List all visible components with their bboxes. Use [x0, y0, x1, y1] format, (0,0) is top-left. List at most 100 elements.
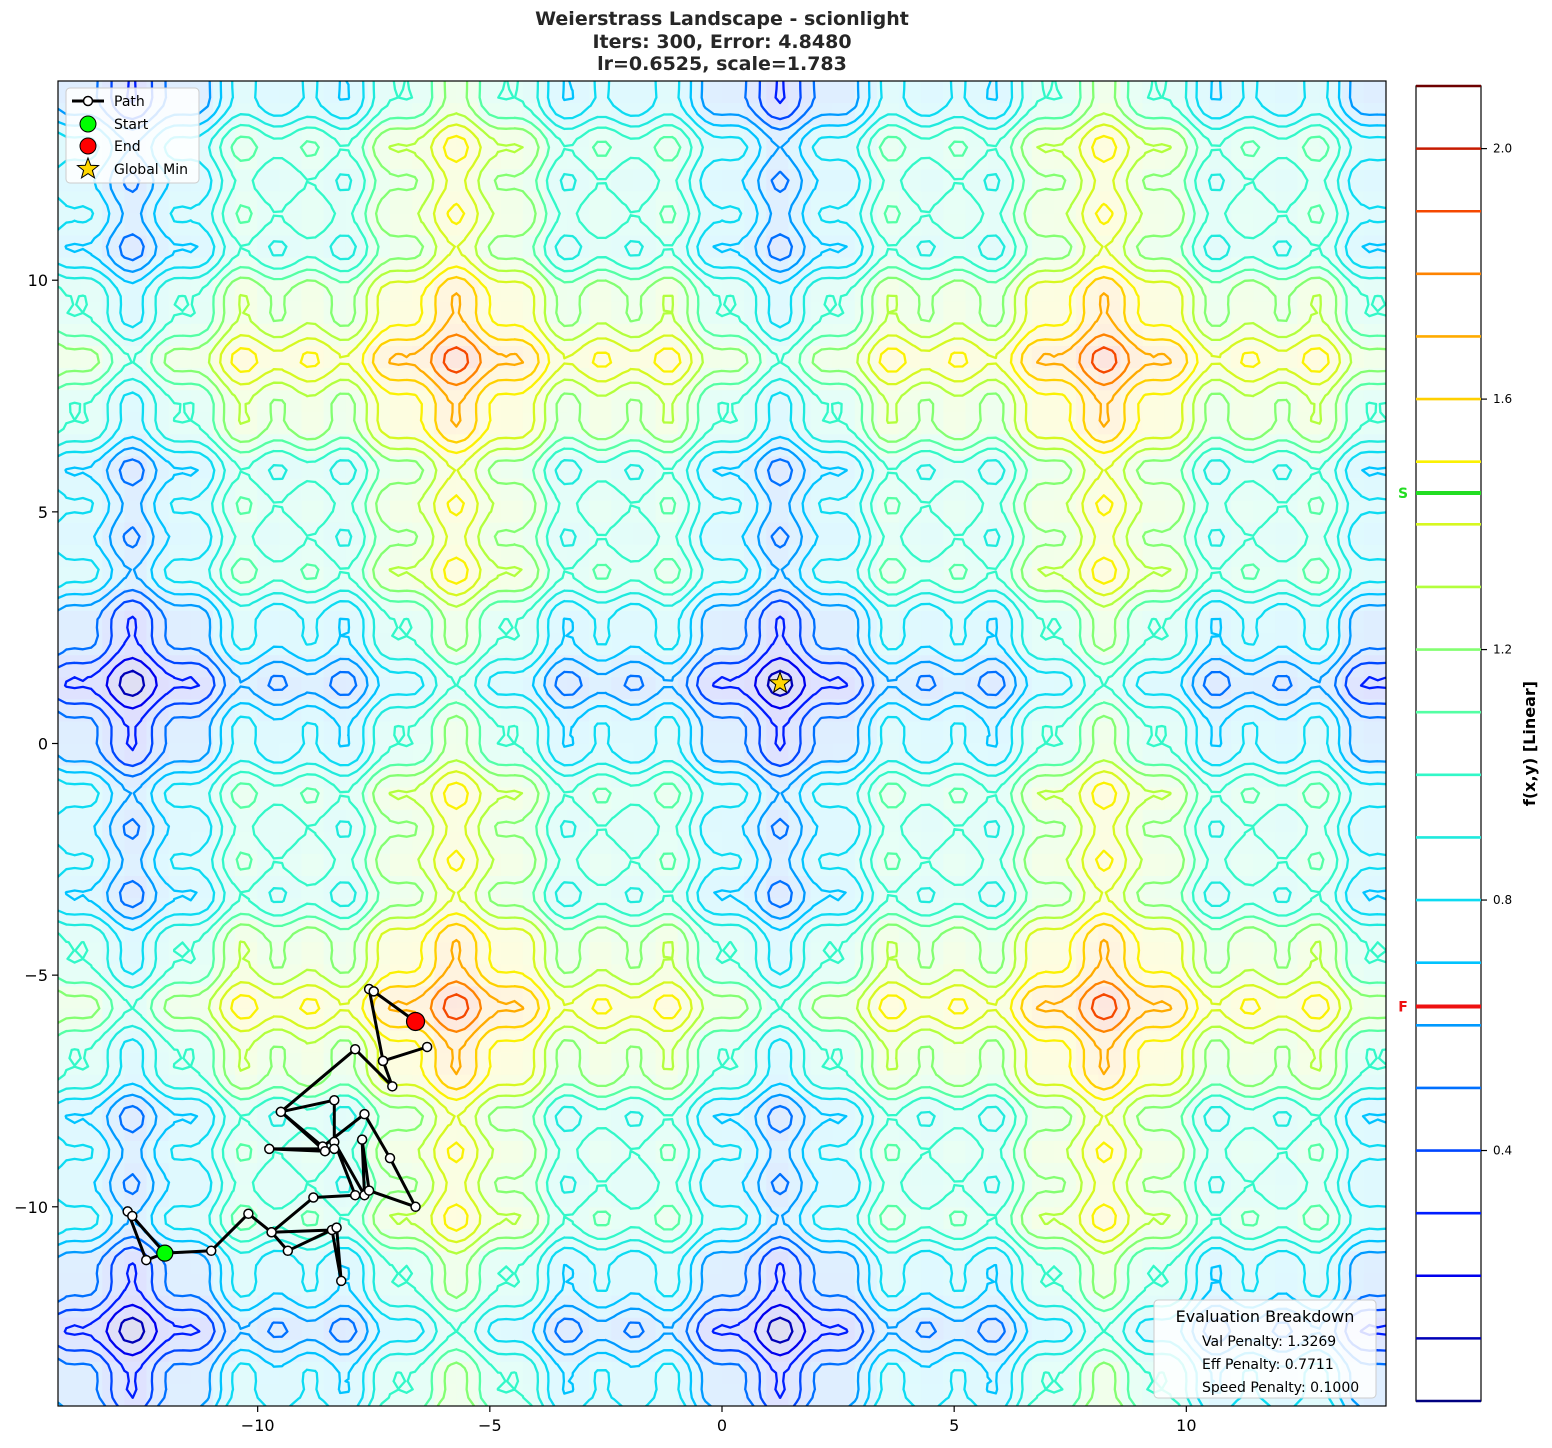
filled-cell — [390, 942, 413, 965]
filled-cell — [324, 611, 347, 634]
filled-cell — [390, 920, 413, 943]
filled-cell — [124, 523, 147, 546]
filled-cell — [257, 1119, 280, 1142]
filled-cell — [633, 412, 656, 435]
filled-cell — [147, 236, 170, 259]
filled-cell — [390, 501, 413, 524]
filled-cell — [124, 1163, 147, 1186]
filled-cell — [102, 721, 125, 744]
filled-cell — [501, 479, 524, 502]
filled-cell — [147, 302, 170, 325]
filled-cell — [611, 501, 634, 524]
filled-cell — [169, 545, 192, 568]
filled-cell — [412, 501, 435, 524]
filled-cell — [368, 169, 391, 192]
filled-cell — [611, 479, 634, 502]
filled-cell — [456, 523, 479, 546]
filled-cell — [124, 1075, 147, 1098]
filled-cell — [324, 214, 347, 237]
filled-cell — [235, 876, 258, 899]
filled-cell — [169, 721, 192, 744]
filled-cell — [169, 1163, 192, 1186]
filled-cell — [169, 611, 192, 634]
filled-cell — [301, 412, 324, 435]
filled-cell — [611, 368, 634, 391]
filled-cell — [611, 169, 634, 192]
filled-cell — [80, 832, 103, 855]
filled-cell — [589, 964, 612, 987]
filled-cell — [58, 832, 81, 855]
filled-cell — [434, 964, 457, 987]
filled-cell — [656, 434, 679, 457]
filled-cell — [301, 699, 324, 722]
filled-cell — [390, 964, 413, 987]
filled-cell — [633, 567, 656, 590]
filled-cell — [589, 191, 612, 214]
filled-cell — [412, 964, 435, 987]
filled-cell — [368, 501, 391, 524]
filled-cell — [169, 1185, 192, 1208]
filled-cell — [191, 214, 214, 237]
filled-cell — [279, 1384, 302, 1407]
filled-cell — [501, 236, 524, 259]
filled-cell — [257, 633, 280, 656]
filled-cell — [611, 1031, 634, 1054]
filled-cell — [633, 1141, 656, 1164]
filled-cell — [390, 214, 413, 237]
filled-cell — [656, 81, 679, 104]
filled-cell — [589, 920, 612, 943]
filled-cell — [523, 169, 546, 192]
filled-cell — [390, 876, 413, 899]
plot-area — [58, 81, 1387, 1407]
filled-cell — [611, 346, 634, 369]
filled-cell — [324, 699, 347, 722]
filled-cell — [124, 567, 147, 590]
filled-cell — [501, 611, 524, 634]
filled-cell — [611, 412, 634, 435]
filled-cell — [633, 942, 656, 965]
filled-cell — [58, 744, 81, 767]
filled-cell — [434, 942, 457, 965]
filled-cell — [301, 1274, 324, 1297]
filled-cell — [301, 986, 324, 1009]
filled-cell — [80, 1296, 103, 1319]
filled-cell — [279, 302, 302, 325]
filled-cell — [169, 832, 192, 855]
filled-cell — [301, 1053, 324, 1076]
filled-cell — [501, 191, 524, 214]
filled-cell — [257, 280, 280, 303]
filled-cell — [324, 523, 347, 546]
filled-cell — [257, 721, 280, 744]
filled-cell — [124, 744, 147, 767]
filled-cell — [368, 346, 391, 369]
filled-cell — [169, 1296, 192, 1319]
filled-cell — [390, 567, 413, 590]
filled-cell — [523, 81, 546, 104]
filled-cell — [656, 611, 679, 634]
filled-cell — [390, 302, 413, 325]
filled-cell — [80, 1031, 103, 1054]
filled-cell — [257, 611, 280, 634]
filled-cell — [235, 545, 258, 568]
filled-cell — [501, 545, 524, 568]
filled-cell — [656, 1053, 679, 1076]
filled-cell — [611, 456, 634, 479]
filled-cell — [191, 191, 214, 214]
filled-cell — [567, 876, 590, 899]
filled-cell — [257, 1031, 280, 1054]
filled-cell — [80, 1119, 103, 1142]
filled-cell — [479, 633, 502, 656]
filled-cell — [501, 1141, 524, 1164]
filled-cell — [633, 479, 656, 502]
filled-cell — [279, 479, 302, 502]
filled-cell — [412, 942, 435, 965]
filled-cell — [58, 523, 81, 546]
filled-cell — [58, 214, 81, 237]
filled-cell — [58, 721, 81, 744]
filled-cell — [80, 942, 103, 965]
filled-cell — [368, 302, 391, 325]
filled-cell — [124, 545, 147, 568]
filled-cell — [257, 810, 280, 833]
filled-cell — [124, 766, 147, 789]
filled-cell — [346, 103, 369, 126]
